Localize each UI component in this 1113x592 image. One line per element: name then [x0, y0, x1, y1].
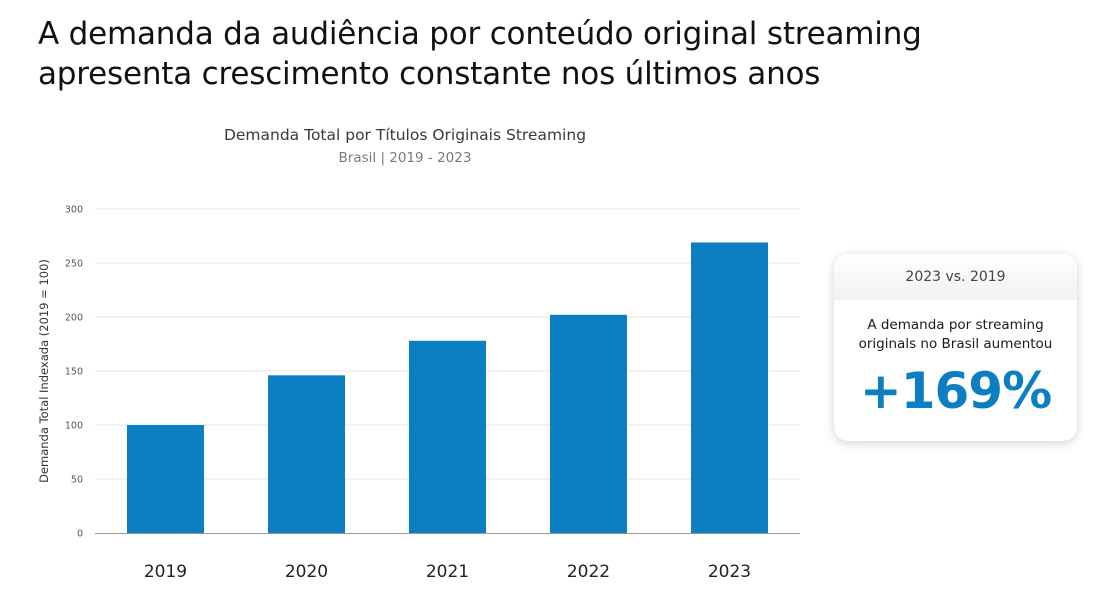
y-tick-label: 300	[65, 205, 83, 216]
page-headline: A demanda da audiência por conteúdo orig…	[38, 14, 1098, 94]
y-tick-label: 250	[65, 259, 83, 270]
card-description-line-1: A demanda por streaming	[867, 317, 1044, 333]
bar	[409, 340, 486, 533]
bar	[268, 375, 345, 533]
bar-chart: 0 50 100 150 200 250 300 2019 2020 2021 2022 2023 De…	[37, 205, 800, 582]
x-tick-label: 2021	[426, 562, 469, 582]
y-tick-label: 200	[65, 313, 83, 324]
x-tick-label: 2020	[285, 562, 328, 582]
headline-line-1: A demanda da audiência por conteúdo orig…	[38, 16, 922, 52]
chart-title: Demanda Total por Títulos Originais Stre…	[223, 126, 587, 144]
card-description-line-2: originals no Brasil aumentou	[858, 336, 1053, 352]
comparison-card: 2023 vs. 2019 A demanda por streaming or…	[834, 254, 1077, 441]
chart-subtitle: Brasil | 2019 - 2023	[338, 150, 472, 166]
y-tick-label: 150	[65, 367, 83, 378]
bar	[550, 314, 627, 533]
y-tick-label: 50	[71, 475, 83, 486]
y-axis-label: Demanda Total Indexada (2019 = 100)	[37, 259, 51, 483]
growth-percentage: +169%	[859, 362, 1052, 420]
x-tick-label: 2023	[708, 562, 751, 582]
y-tick-label: 0	[77, 529, 83, 540]
bar	[691, 242, 768, 534]
card-header: 2023 vs. 2019	[834, 254, 1077, 300]
x-tick-label: 2022	[567, 562, 610, 582]
x-tick-label: 2019	[144, 562, 187, 582]
card-description: A demanda por streaming originals no Bra…	[834, 316, 1077, 354]
headline-line-2: apresenta crescimento constante nos últi…	[38, 56, 821, 92]
bar	[127, 425, 204, 533]
y-tick-label: 100	[65, 421, 83, 432]
